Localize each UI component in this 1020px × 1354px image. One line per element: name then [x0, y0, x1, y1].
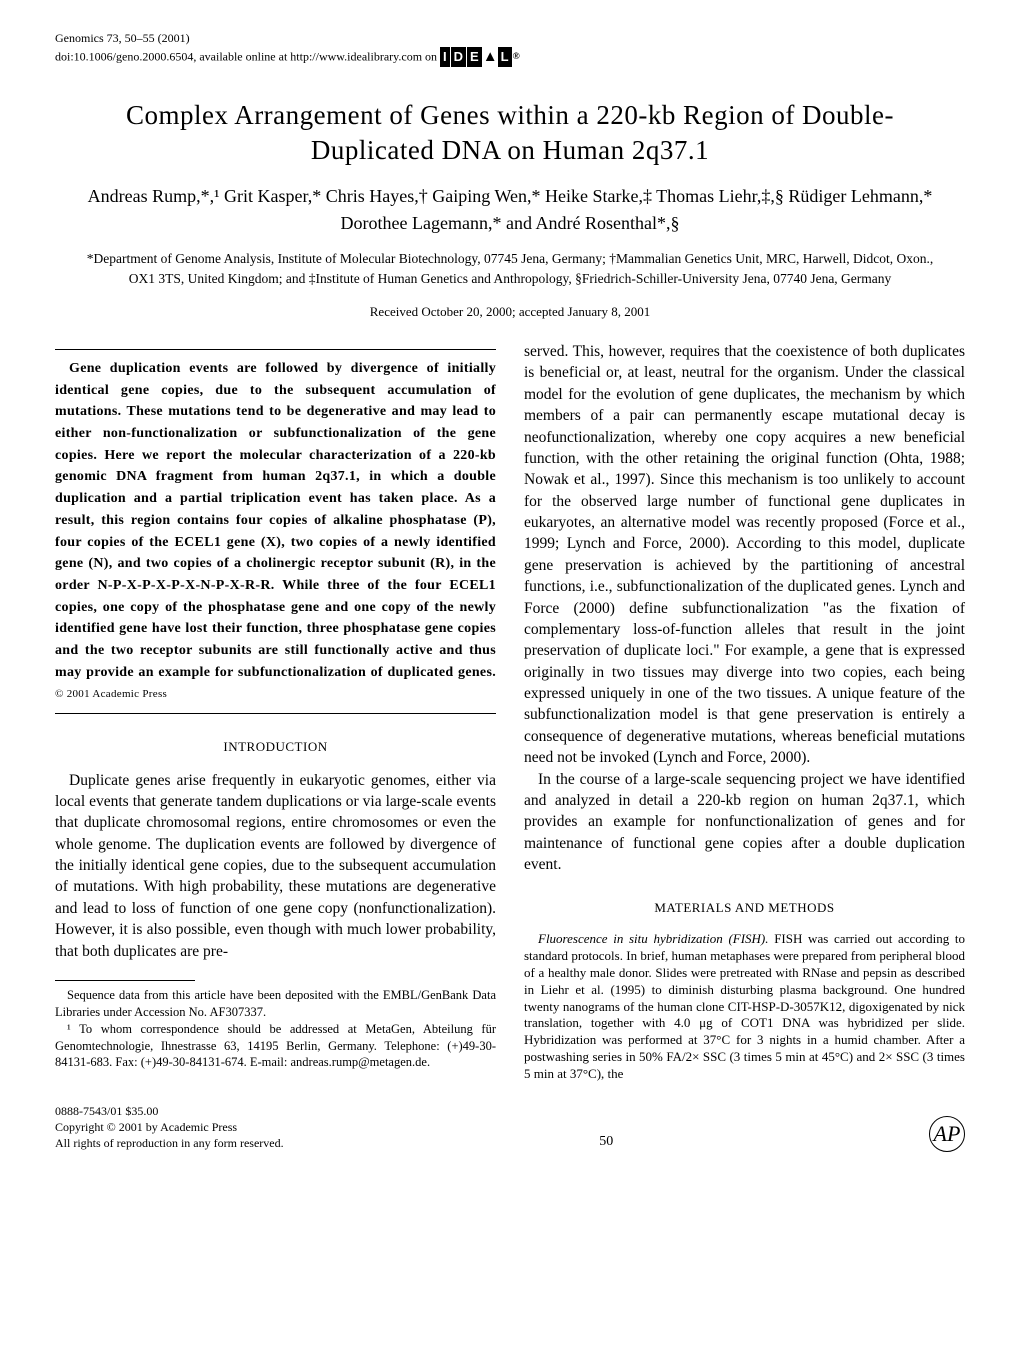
journal-citation: Genomics 73, 50–55 (2001) — [55, 30, 965, 47]
authors: Andreas Rump,*,¹ Grit Kasper,* Chris Hay… — [75, 183, 945, 237]
footnote-sequence: Sequence data from this article have bee… — [55, 987, 496, 1021]
page-number: 50 — [599, 1133, 613, 1152]
introduction-heading: INTRODUCTION — [55, 738, 496, 756]
abstract-copyright: © 2001 Academic Press — [55, 688, 167, 700]
methods-subheading: Fluorescence in situ hybridization (FISH… — [538, 931, 769, 946]
abstract-top-divider — [55, 349, 496, 350]
methods-heading: MATERIALS AND METHODS — [524, 899, 965, 917]
journal-header: Genomics 73, 50–55 (2001) doi:10.1006/ge… — [55, 30, 965, 68]
right-column: served. This, however, requires that the… — [524, 341, 965, 1083]
two-column-content: Gene duplication events are followed by … — [55, 341, 965, 1083]
footnotes: Sequence data from this article have bee… — [55, 987, 496, 1071]
page-footer: 0888-7543/01 $35.00 Copyright © 2001 by … — [55, 1103, 965, 1152]
abstract: Gene duplication events are followed by … — [55, 358, 496, 705]
methods-para1: Fluorescence in situ hybridization (FISH… — [524, 931, 965, 1083]
ideal-logo: IDE▲L® — [440, 47, 520, 68]
left-column: Gene duplication events are followed by … — [55, 341, 496, 1083]
footnote-correspondence: ¹ To whom correspondence should be addre… — [55, 1021, 496, 1072]
doi-line: doi:10.1006/geno.2000.6504, available on… — [55, 47, 965, 68]
article-title: Complex Arrangement of Genes within a 22… — [75, 98, 945, 168]
footnote-divider — [55, 980, 195, 981]
ap-logo-icon: AP — [929, 1116, 965, 1152]
introduction-para1-cont: served. This, however, requires that the… — [524, 341, 965, 875]
received-date: Received October 20, 2000; accepted Janu… — [55, 303, 965, 321]
introduction-para1: Duplicate genes arise frequently in euka… — [55, 770, 496, 962]
footer-copyright: 0888-7543/01 $35.00 Copyright © 2001 by … — [55, 1103, 284, 1152]
abstract-bottom-divider — [55, 713, 496, 714]
affiliations: *Department of Genome Analysis, Institut… — [85, 249, 935, 290]
